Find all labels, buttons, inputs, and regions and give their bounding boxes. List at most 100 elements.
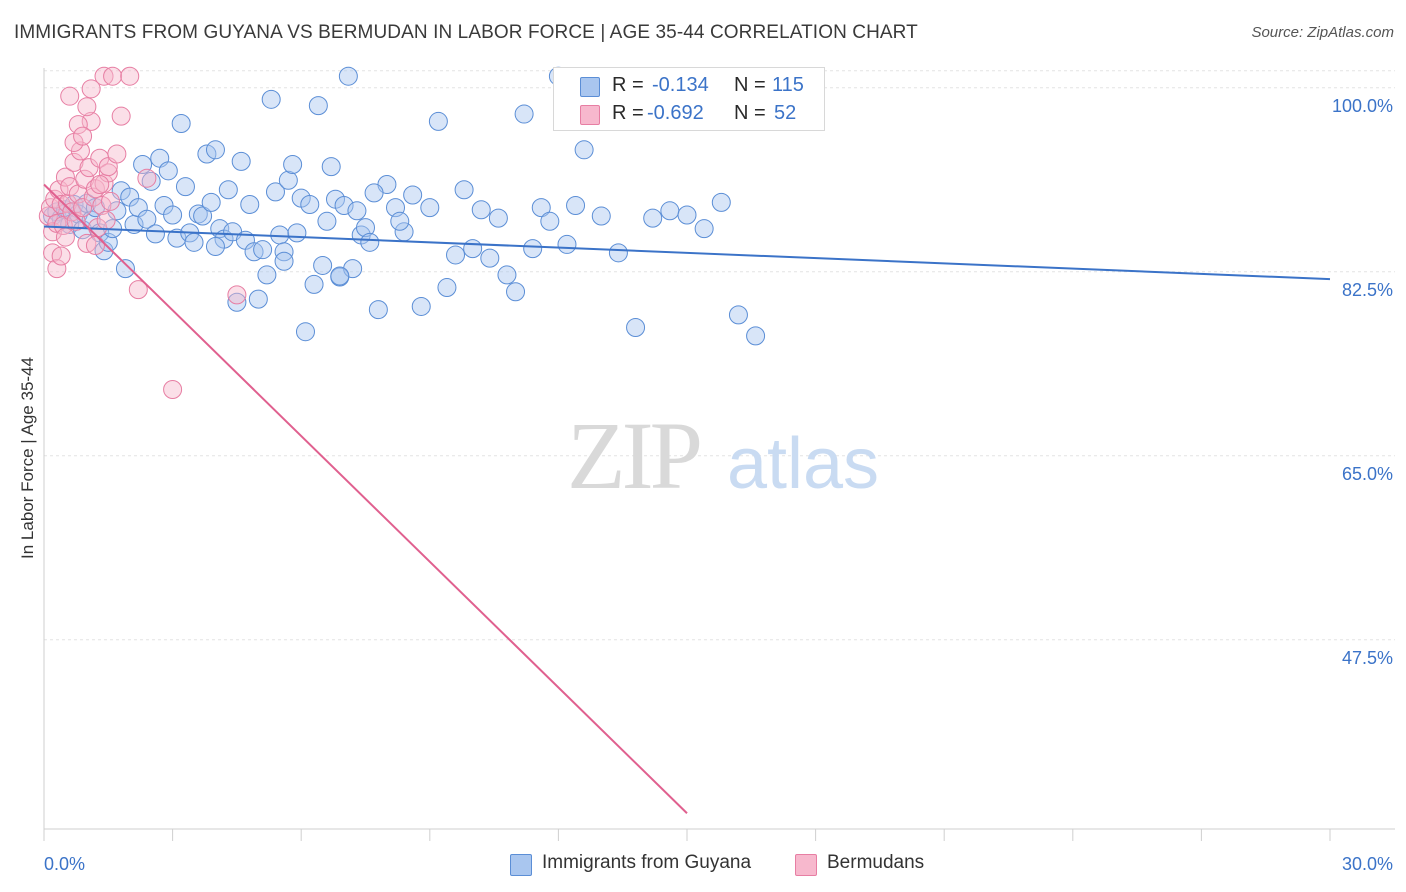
data-point — [184, 232, 204, 252]
data-point — [300, 194, 320, 214]
trend-line-guyana — [43, 225, 1331, 281]
watermark-atlas: atlas — [727, 424, 879, 504]
legend-swatch-bermudans — [580, 105, 600, 125]
axes — [43, 68, 1395, 841]
data-point — [463, 239, 483, 259]
bottom-legend-label-bermudans: Bermudans — [827, 852, 925, 873]
series-bermudans — [38, 66, 247, 400]
y-tick-label: 82.5% — [1342, 280, 1393, 300]
legend-row-guyana: R = -0.134 N = 115 — [554, 72, 824, 100]
data-point — [79, 158, 99, 178]
points — [38, 66, 766, 400]
data-point — [103, 66, 123, 86]
data-point — [403, 185, 423, 205]
data-point — [608, 243, 628, 263]
data-point — [128, 280, 148, 300]
data-point — [60, 86, 80, 106]
data-point — [420, 198, 440, 218]
data-point — [437, 278, 457, 298]
data-point — [115, 259, 135, 279]
data-point — [660, 201, 680, 221]
data-point — [100, 191, 120, 211]
data-point — [347, 201, 367, 221]
data-point — [626, 317, 646, 337]
data-point — [218, 180, 238, 200]
trend-lines — [43, 183, 1331, 814]
legend-n-label: N = — [734, 74, 766, 96]
data-point — [446, 245, 466, 265]
data-point — [47, 259, 67, 279]
data-point — [171, 114, 191, 134]
data-point — [158, 161, 178, 181]
legend-row-bermudans: R = -0.692 N = 52 — [554, 100, 824, 128]
data-point — [81, 79, 101, 99]
data-point — [253, 240, 273, 260]
data-point — [523, 239, 543, 259]
data-point — [45, 189, 65, 209]
data-point — [261, 89, 281, 109]
legend-n-value: 115 — [772, 74, 804, 96]
data-point — [557, 234, 577, 254]
y-tick-label: 47.5% — [1342, 648, 1393, 668]
data-point — [248, 289, 268, 309]
watermark-zip: ZIP — [567, 402, 700, 509]
data-point — [274, 251, 294, 271]
data-point — [694, 219, 714, 239]
data-point — [488, 208, 508, 228]
data-point — [480, 248, 500, 268]
data-point — [163, 380, 183, 400]
data-point — [111, 106, 131, 126]
data-point — [81, 111, 101, 131]
data-point — [283, 155, 303, 175]
data-point — [334, 196, 354, 216]
data-point — [566, 196, 586, 216]
data-point — [711, 192, 731, 212]
data-point — [53, 216, 73, 236]
legend-r-label: R = — [612, 74, 644, 96]
data-point — [205, 140, 225, 160]
data-point — [454, 180, 474, 200]
data-point — [77, 97, 97, 117]
data-point — [428, 111, 448, 131]
data-point — [506, 282, 526, 302]
watermark: ZIP atlas — [567, 402, 879, 509]
data-point — [227, 285, 247, 305]
data-point — [360, 232, 380, 252]
stats-legend: R = -0.134 N = 115 R = -0.692 N = 52 — [553, 67, 825, 131]
data-point — [240, 194, 260, 214]
data-point — [51, 194, 71, 214]
bottom-legend-swatch-bermudans — [795, 854, 817, 876]
data-point — [137, 168, 157, 188]
data-point — [201, 192, 221, 212]
data-point — [51, 246, 71, 266]
legend-n-label: N = — [734, 102, 766, 124]
data-point — [574, 140, 594, 160]
data-point — [163, 205, 183, 225]
data-point — [540, 211, 560, 231]
data-point — [497, 265, 517, 285]
data-point — [205, 237, 225, 257]
data-point — [514, 104, 534, 124]
data-point — [120, 66, 140, 86]
data-point — [677, 205, 697, 225]
chart-title: IMMIGRANTS FROM GUYANA VS BERMUDAN IN LA… — [14, 22, 918, 43]
data-point — [107, 144, 127, 164]
tick-labels: 100.0% 82.5% 65.0% 47.5% 0.0% 30.0% — [44, 96, 1393, 874]
legend-r-value: -0.692 — [647, 102, 704, 124]
data-point — [728, 305, 748, 325]
data-point — [107, 201, 127, 221]
bottom-legend-swatch-guyana — [510, 854, 532, 876]
bottom-legend-label-guyana: Immigrants from Guyana — [542, 852, 752, 873]
data-point — [368, 300, 388, 320]
data-point — [197, 144, 217, 164]
legend-n-value: 52 — [774, 102, 797, 124]
data-point — [73, 126, 93, 146]
data-point — [390, 211, 410, 231]
data-point — [55, 167, 75, 187]
data-point — [313, 255, 333, 275]
x-tick-label-min: 0.0% — [44, 854, 85, 874]
data-point — [287, 223, 307, 243]
data-point — [295, 322, 315, 342]
data-point — [231, 151, 251, 171]
